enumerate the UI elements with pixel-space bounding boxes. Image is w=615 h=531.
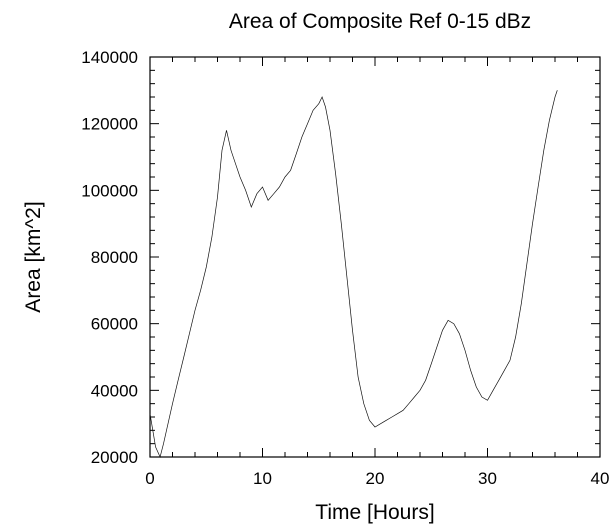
y-axis-label: Area [km^2] bbox=[22, 201, 45, 312]
plot-area: 0 10 20 30 40 20000 40000 60000 80000 100000 1200… bbox=[81, 48, 609, 488]
y-tick-label: 40000 bbox=[91, 381, 138, 400]
y-tick-label: 140000 bbox=[81, 48, 138, 67]
series-layer bbox=[149, 90, 558, 459]
x-tick-label: 20 bbox=[366, 469, 385, 488]
x-axis-label: Time [Hours] bbox=[315, 501, 434, 524]
x-tick-label: 10 bbox=[253, 469, 272, 488]
chart-title: Area of Composite Ref 0-15 dBz bbox=[229, 10, 531, 33]
y-axis: 20000 40000 60000 80000 100000 120000 140000 bbox=[81, 48, 600, 467]
y-tick-label: 120000 bbox=[81, 115, 138, 134]
y-tick-label: 100000 bbox=[81, 181, 138, 200]
x-axis: 0 10 20 30 40 bbox=[145, 57, 609, 488]
y-tick-label: 80000 bbox=[91, 248, 138, 267]
x-tick-label: 40 bbox=[591, 469, 610, 488]
x-tick-label: 0 bbox=[145, 469, 154, 488]
y-tick-label: 60000 bbox=[91, 315, 138, 334]
x-tick-label: 30 bbox=[478, 469, 497, 488]
plot-frame bbox=[149, 56, 601, 458]
y-tick-label: 20000 bbox=[91, 448, 138, 467]
series-line bbox=[149, 90, 558, 459]
